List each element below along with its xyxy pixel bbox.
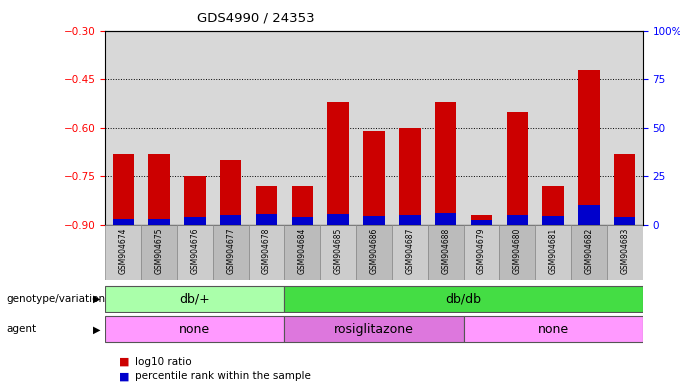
Bar: [471, 220, 492, 225]
Text: ▶: ▶: [93, 294, 101, 304]
Bar: [435, 213, 456, 225]
Bar: [113, 219, 134, 225]
Text: agent: agent: [7, 324, 37, 334]
Bar: [578, 205, 600, 225]
Text: genotype/variation: genotype/variation: [7, 294, 106, 304]
Bar: [535, 225, 571, 280]
Bar: [284, 316, 464, 342]
Text: ■: ■: [119, 371, 129, 381]
Bar: [471, 215, 492, 220]
Bar: [105, 286, 284, 311]
Text: rosiglitazone: rosiglitazone: [334, 323, 414, 336]
Bar: [184, 176, 205, 217]
Bar: [220, 160, 241, 215]
Text: ■: ■: [119, 357, 129, 367]
Text: GSM904688: GSM904688: [441, 227, 450, 274]
Text: db/db: db/db: [445, 292, 481, 305]
Bar: [320, 225, 356, 280]
Text: log10 ratio: log10 ratio: [135, 357, 191, 367]
Bar: [141, 225, 177, 280]
Bar: [177, 225, 213, 280]
Bar: [543, 186, 564, 216]
Bar: [399, 215, 420, 225]
Bar: [292, 186, 313, 217]
Text: GSM904685: GSM904685: [334, 227, 343, 274]
Text: none: none: [180, 323, 211, 336]
Bar: [507, 111, 528, 215]
Bar: [213, 225, 249, 280]
Bar: [399, 128, 420, 215]
Bar: [113, 154, 134, 219]
Bar: [464, 316, 643, 342]
Bar: [363, 216, 385, 225]
Text: ▶: ▶: [93, 324, 101, 334]
Text: GSM904681: GSM904681: [549, 227, 558, 274]
Bar: [428, 225, 464, 280]
Bar: [578, 70, 600, 205]
Text: GSM904674: GSM904674: [119, 227, 128, 274]
Bar: [328, 102, 349, 214]
Text: GSM904682: GSM904682: [584, 227, 594, 274]
Bar: [435, 102, 456, 213]
Bar: [363, 131, 385, 216]
Bar: [256, 214, 277, 225]
Text: GSM904678: GSM904678: [262, 227, 271, 274]
Bar: [105, 225, 141, 280]
Bar: [328, 214, 349, 225]
Bar: [256, 186, 277, 214]
Text: GSM904676: GSM904676: [190, 227, 199, 274]
Bar: [499, 225, 535, 280]
Bar: [543, 216, 564, 225]
Text: GDS4990 / 24353: GDS4990 / 24353: [197, 12, 315, 25]
Bar: [148, 219, 170, 225]
Text: GSM904687: GSM904687: [405, 227, 414, 274]
Bar: [571, 225, 607, 280]
Text: GSM904679: GSM904679: [477, 227, 486, 274]
Text: GSM904680: GSM904680: [513, 227, 522, 274]
Text: percentile rank within the sample: percentile rank within the sample: [135, 371, 311, 381]
Bar: [507, 215, 528, 225]
Bar: [607, 225, 643, 280]
Text: GSM904677: GSM904677: [226, 227, 235, 274]
Text: GSM904684: GSM904684: [298, 227, 307, 274]
Text: GSM904683: GSM904683: [620, 227, 629, 274]
Bar: [356, 225, 392, 280]
Bar: [464, 225, 499, 280]
Bar: [148, 154, 170, 219]
Bar: [284, 286, 643, 311]
Bar: [614, 154, 635, 217]
Bar: [292, 217, 313, 225]
Text: GSM904675: GSM904675: [154, 227, 164, 274]
Bar: [392, 225, 428, 280]
Bar: [220, 215, 241, 225]
Bar: [105, 316, 284, 342]
Bar: [249, 225, 284, 280]
Bar: [284, 225, 320, 280]
Bar: [614, 217, 635, 225]
Text: none: none: [537, 323, 568, 336]
Text: GSM904686: GSM904686: [369, 227, 379, 274]
Text: db/+: db/+: [180, 292, 210, 305]
Bar: [184, 217, 205, 225]
